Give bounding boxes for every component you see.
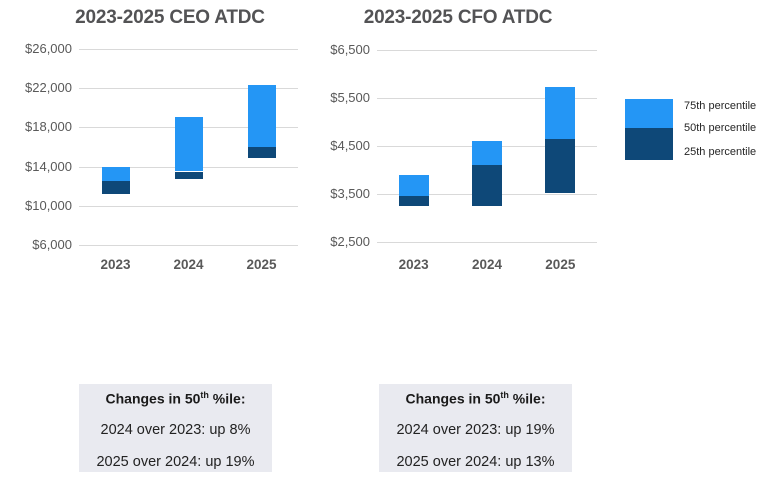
legend-swatch-25th-50th[interactable]	[625, 128, 673, 160]
bar-2023-50th-75th-segment[interactable]	[101, 167, 130, 182]
x-tick-label: 2025	[246, 257, 277, 272]
ceo-note-line-1: 2024 over 2023: up 8%	[100, 422, 251, 438]
bar-2025-50th-75th-segment[interactable]	[545, 87, 576, 139]
y-tick-label: $18,000	[25, 119, 72, 135]
y-tick-label: $6,000	[32, 237, 72, 252]
bar-2024-50th-75th-segment[interactable]	[472, 141, 502, 165]
gridline	[377, 98, 597, 99]
ceo-chart-title: 2023-2025 CEO ATDC	[75, 7, 265, 28]
legend-label-50th: 50th percentile	[684, 122, 757, 134]
legend-label-25th: 25th percentile	[684, 146, 757, 158]
cfo-chart: 2023-2025 CFO ATDC	[330, 0, 620, 280]
x-tick-label: 2024	[471, 257, 503, 272]
bar-2023-50th-75th-segment[interactable]	[398, 174, 429, 196]
cfo-note-line-2: 2025 over 2024: up 13%	[396, 454, 555, 470]
y-tick-label: $3,500	[330, 186, 370, 201]
legend-swatch-75th[interactable]	[625, 99, 673, 128]
gridline	[79, 49, 298, 50]
bar-2025-50th-75th-segment[interactable]	[247, 85, 276, 147]
gridline	[377, 242, 597, 243]
y-tick-label: $22,000	[25, 80, 72, 96]
bar-2023-25th-50th-segment[interactable]	[398, 195, 429, 207]
ceo-note-box: Changes in 50th %ile: 2024 over 2023: up…	[79, 384, 272, 472]
cfo-note-heading: Changes in 50th %ile:	[405, 390, 546, 407]
x-tick-label: 2023	[398, 257, 429, 272]
ceo-chart: 2023-2025 CEO ATDC	[0, 0, 340, 280]
y-tick-label: $5,500	[330, 90, 370, 105]
x-tick-label: 2024	[173, 257, 204, 272]
bar-2024-25th-50th-segment[interactable]	[174, 171, 203, 180]
y-tick-label: $2,500	[330, 234, 370, 249]
ceo-note-line-2: 2025 over 2024: up 19%	[96, 454, 255, 470]
y-tick-label: $6,500	[330, 42, 370, 57]
bar-2023-25th-50th-segment[interactable]	[101, 181, 130, 195]
x-tick-label: 2025	[545, 257, 576, 272]
cfo-note-box: Changes in 50th %ile: 2024 over 2023: up…	[379, 384, 572, 472]
cfo-note-line-1: 2024 over 2023: up 19%	[396, 422, 555, 438]
bar-2024-50th-75th-segment[interactable]	[174, 116, 203, 172]
legend-label-75th: 75th percentile	[684, 100, 757, 112]
cfo-chart-title: 2023-2025 CFO ATDC	[363, 7, 553, 28]
x-tick-label: 2023	[100, 257, 131, 272]
bar-2025-25th-50th-segment[interactable]	[247, 146, 276, 158]
gridline	[79, 205, 298, 207]
gridline	[79, 245, 298, 246]
gridline	[377, 50, 597, 51]
y-tick-label: $10,000	[25, 197, 72, 213]
gridline	[79, 88, 298, 90]
bar-2025-25th-50th-segment[interactable]	[545, 138, 576, 194]
y-tick-label: $26,000	[25, 41, 72, 56]
y-tick-label: $14,000	[25, 158, 72, 174]
ceo-note-heading: Changes in 50th %ile:	[105, 390, 246, 407]
y-tick-label: $4,500	[330, 138, 370, 153]
bar-2024-25th-50th-segment[interactable]	[472, 164, 502, 207]
